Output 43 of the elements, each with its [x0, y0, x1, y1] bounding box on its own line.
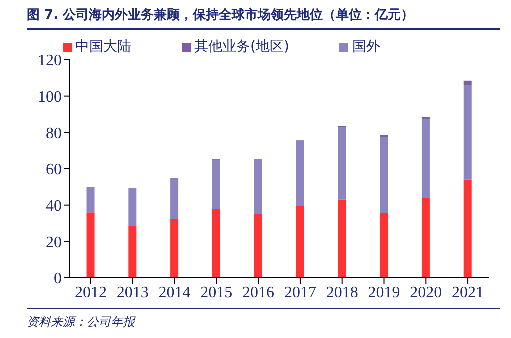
bar [338, 200, 346, 278]
bar [422, 119, 430, 198]
y-tick-label: 40 [46, 198, 62, 216]
bar [464, 80, 472, 86]
x-tick-label: 2013 [116, 284, 149, 302]
x-tick-label: 2017 [284, 284, 316, 302]
x-tick-label: 2016 [242, 284, 275, 302]
bar [86, 212, 95, 278]
y-tick-label: 20 [46, 234, 62, 252]
text: 资料来源：公司年报 [27, 314, 135, 331]
legend-label: 国外 [352, 39, 380, 55]
bar [464, 85, 472, 180]
bar [296, 140, 304, 206]
bar [380, 137, 388, 214]
bar [338, 127, 346, 200]
bar [170, 218, 179, 278]
bar [212, 208, 220, 278]
bar [128, 188, 137, 226]
bar [422, 198, 430, 278]
x-tick-label: 2021 [452, 284, 484, 302]
bar [254, 160, 262, 214]
bar [86, 187, 95, 213]
y-tick-label: 60 [46, 162, 62, 179]
x-tick-label: 2020 [410, 284, 442, 302]
bar [254, 214, 262, 278]
x-tick-label: 2014 [158, 284, 191, 302]
x-tick-label: 2018 [326, 284, 358, 302]
bar [464, 180, 472, 278]
bar [170, 178, 179, 219]
x-tick-label: 2012 [74, 284, 107, 302]
x-tick-label: 2015 [200, 284, 233, 302]
bar [212, 160, 220, 209]
chart-title: 图 7. 公司海内外业务兼顾，保持全球市场领先地位（单位：亿元） [27, 6, 414, 24]
bar [128, 226, 137, 278]
legend-label: 其他业务(地区) [194, 39, 290, 55]
bar [380, 214, 388, 278]
y-tick-label: 100 [38, 89, 62, 106]
y-tick-label: 80 [46, 125, 62, 142]
x-tick-label: 2019 [368, 284, 400, 302]
legend-label: 中国大陆 [76, 39, 132, 55]
y-tick-label: 0 [54, 270, 62, 288]
y-tick-label: 120 [38, 52, 62, 70]
bar [296, 206, 304, 278]
